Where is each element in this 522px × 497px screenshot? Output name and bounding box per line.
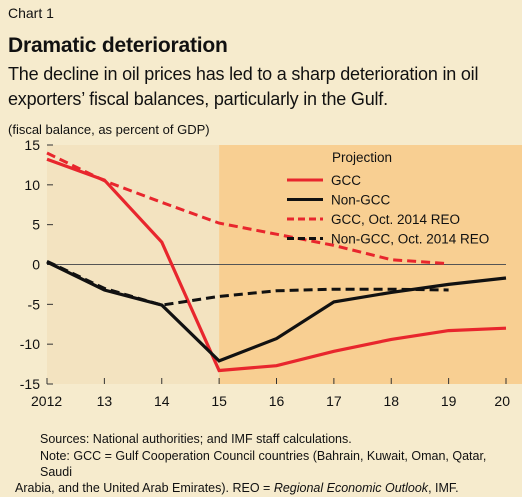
legend-entry-3: Non-GCC, Oct. 2014 REO	[331, 232, 489, 247]
legend-entry-0: GCC	[331, 173, 361, 188]
fiscal-balance-chart: -15 -10 -5 0 5 10 15 2012 13 14 15 16 17 18 19 20 Proje…	[20, 137, 522, 409]
subtitle: The decline in oil prices has led to a s…	[8, 64, 479, 109]
y-tick-label: 0	[32, 257, 40, 273]
series-line-0	[46, 157, 507, 373]
series-line-1	[46, 260, 507, 363]
x-tick-label: 19	[441, 393, 457, 409]
chart-label: Chart 1	[8, 5, 54, 21]
note-line2: Arabia, and the United Arab Emirates). R…	[15, 481, 459, 495]
legend-entry-1: Non-GCC	[331, 193, 391, 208]
x-tick-label: 13	[97, 393, 113, 409]
note-line1: Note: GCC = Gulf Cooperation Council cou…	[40, 449, 487, 479]
x-tick-label: 16	[269, 393, 285, 409]
y-tick-label: -15	[20, 376, 40, 392]
legend-entry-2: GCC, Oct. 2014 REO	[331, 212, 460, 227]
x-tick-label: 20	[494, 393, 510, 409]
y-tick-label: -10	[20, 336, 40, 352]
sources-text: Sources: National authorities; and IMF s…	[40, 432, 352, 446]
note-text: Note: GCC = Gulf Cooperation Council cou…	[15, 448, 516, 496]
y-tick-label: 10	[24, 177, 40, 193]
note-italic: Regional Economic Outlook	[273, 481, 429, 495]
series-line-2	[46, 151, 449, 266]
x-tick-label: 2012	[31, 393, 62, 409]
units-label: (fiscal balance, as percent of GDP)	[8, 122, 210, 137]
x-tick-label: 15	[211, 393, 227, 409]
series-line-3	[46, 259, 449, 307]
x-tick-label: 14	[154, 393, 170, 409]
y-tick-label: 5	[32, 217, 40, 233]
x-tick-label: 18	[383, 393, 399, 409]
page-title: Dramatic deterioration	[8, 34, 228, 57]
x-tick-label: 17	[326, 393, 342, 409]
projection-label: Projection	[332, 150, 392, 165]
y-tick-label: 15	[24, 137, 40, 153]
y-tick-label: -5	[28, 296, 41, 312]
